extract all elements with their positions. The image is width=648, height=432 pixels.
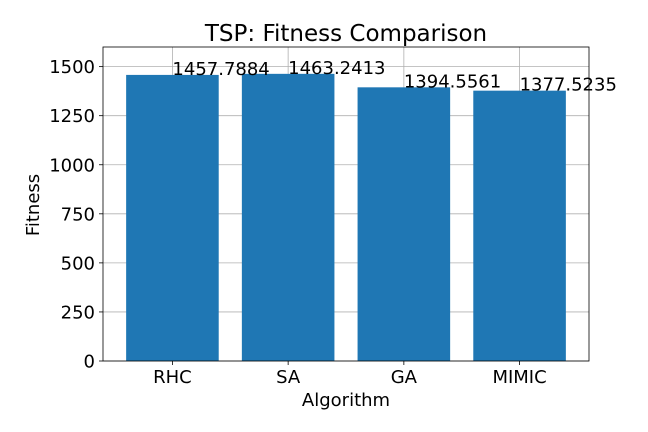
chart-title: TSP: Fitness Comparison [204, 21, 487, 47]
bar-ga [357, 87, 451, 362]
y-tick-label: 0 [84, 352, 95, 373]
y-tick-label: 250 [61, 302, 95, 323]
y-axis-label: Fitness [23, 174, 44, 236]
data-label: 1377.5235 [520, 75, 617, 96]
x-tick-label: GA [391, 367, 418, 388]
bar-mimic [473, 90, 566, 361]
x-tick-label: MIMIC [492, 367, 546, 388]
y-tick-label: 1000 [49, 155, 95, 176]
data-label: 1463.2413 [288, 58, 385, 79]
x-tick-label: RHC [153, 367, 192, 388]
y-tick-label: 1500 [49, 57, 95, 78]
data-label-layer: 1457.7884 1463.2413 1394.5561 1377.5235 [172, 58, 616, 96]
y-tick-label: 500 [61, 253, 95, 274]
y-tick-label: 750 [61, 204, 95, 225]
x-axis-label: Algorithm [302, 390, 390, 411]
data-label: 1457.7884 [172, 59, 269, 80]
bar-rhc [126, 74, 219, 361]
tick-layer: 0 250 500 750 1000 1250 1500 RHC SA GA MIMIC [49, 57, 547, 388]
bar-sa [241, 73, 335, 361]
x-tick-label: SA [276, 367, 301, 388]
data-label: 1394.5561 [404, 71, 501, 92]
bar-layer [126, 73, 566, 362]
plot-frame [102, 46, 590, 362]
y-tick-label: 1250 [49, 106, 95, 127]
